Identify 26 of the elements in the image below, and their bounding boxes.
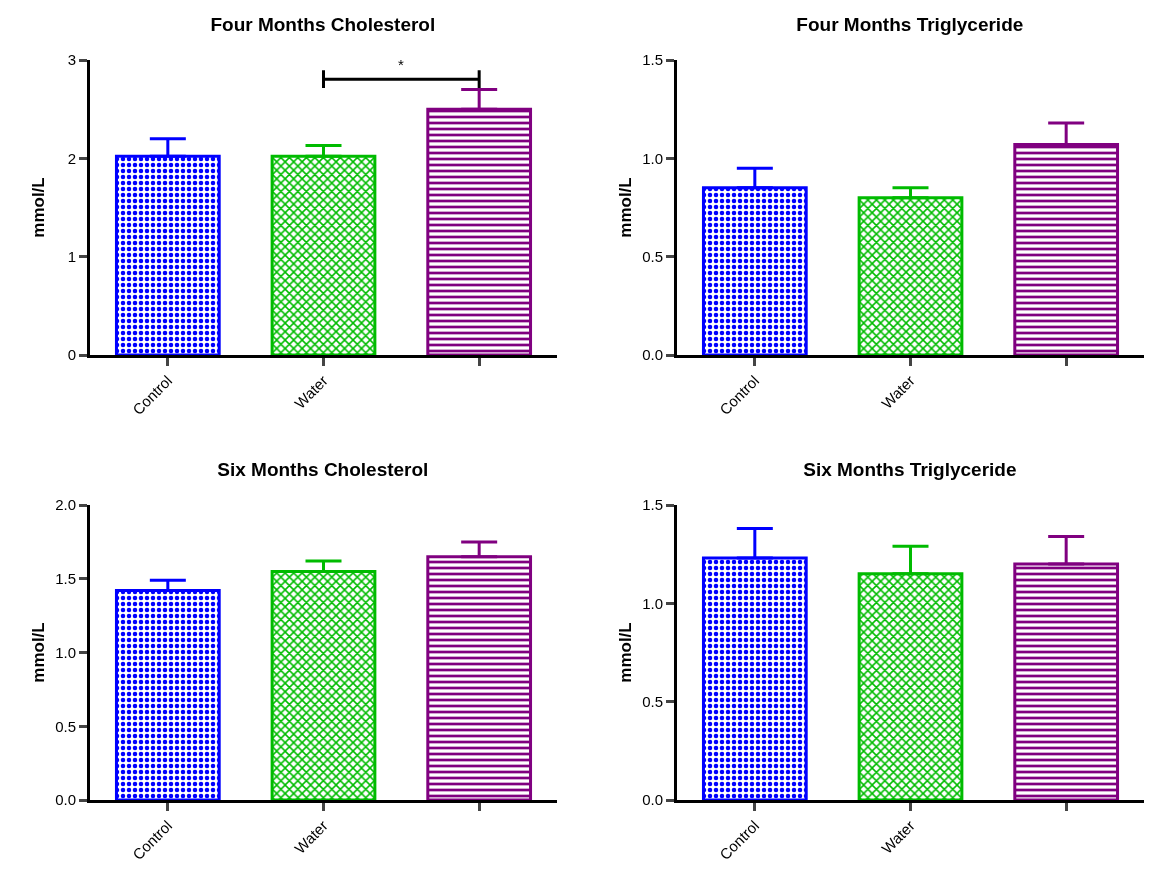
chart-title: Four Months Cholesterol [210, 14, 436, 36]
y-tick-label: 3 [67, 51, 76, 69]
y-tick-label: 0.5 [55, 717, 76, 735]
y-tick-label: 1.0 [55, 643, 76, 661]
y-tick-label: 1.5 [642, 496, 663, 514]
y-tick-label: 1.5 [642, 51, 663, 69]
y-tick-label: 0.5 [642, 247, 663, 265]
y-tick-label: 1.5 [55, 570, 76, 587]
y-tick-label: 0.0 [642, 346, 663, 364]
chart-title: Six Months Triglyceride [803, 459, 1017, 481]
y-tick-label: 1 [67, 247, 76, 265]
y-tick-label: 2 [67, 149, 76, 167]
y-tick-label: 2.0 [55, 496, 76, 514]
y-axis-title: mmol/L [29, 622, 48, 683]
y-tick-label: 0.5 [642, 692, 663, 710]
y-tick-label: 0.0 [55, 791, 76, 809]
y-axis-title: mmol/L [616, 177, 635, 238]
y-tick-label: 1.0 [642, 594, 663, 612]
y-tick-label: 0.0 [642, 791, 663, 809]
chart-title: Four Months Triglyceride [796, 14, 1024, 36]
y-axis-title: mmol/L [616, 622, 635, 683]
annotation: * [398, 56, 404, 73]
y-axis-title: mmol/L [29, 177, 48, 238]
y-tick-label: 0 [67, 346, 76, 364]
y-tick-label: 1.0 [642, 149, 663, 167]
chart-title: Six Months Cholesterol [217, 459, 429, 481]
